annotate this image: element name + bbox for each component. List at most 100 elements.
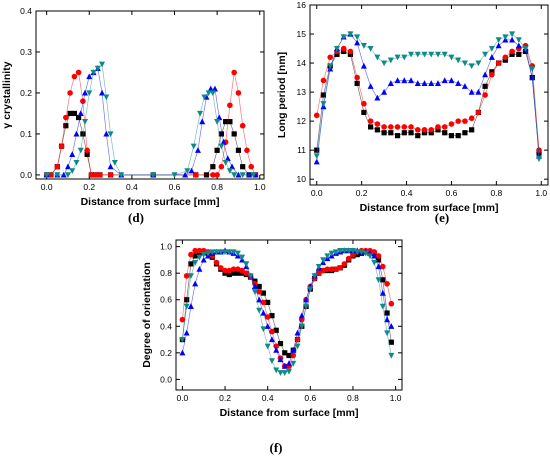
data-point <box>222 249 229 256</box>
data-point <box>282 350 288 356</box>
data-point <box>86 90 93 97</box>
data-point <box>347 48 354 55</box>
series-line-0 <box>182 251 392 356</box>
data-point <box>354 249 361 256</box>
data-point <box>281 370 288 376</box>
data-point <box>260 309 267 316</box>
data-point <box>311 273 318 280</box>
data-point <box>361 109 367 116</box>
x-tick-label: 0.8 <box>211 182 223 192</box>
data-point <box>214 172 220 178</box>
data-point <box>401 124 408 130</box>
data-point <box>239 122 246 129</box>
data-point <box>428 127 435 133</box>
data-point <box>240 164 246 170</box>
data-point <box>244 147 250 154</box>
data-point <box>231 69 237 76</box>
data-point <box>197 110 204 117</box>
data-point <box>99 89 106 96</box>
data-point <box>536 147 542 153</box>
series-line-3 <box>46 63 254 176</box>
data-point <box>273 367 280 374</box>
data-point <box>294 343 301 350</box>
data-point <box>475 109 482 116</box>
data-point <box>328 266 335 273</box>
data-point <box>387 57 394 64</box>
data-point <box>462 118 468 124</box>
data-point <box>235 147 242 153</box>
data-point <box>394 124 401 130</box>
data-point <box>286 368 292 375</box>
data-point <box>218 143 225 150</box>
data-point <box>414 80 421 86</box>
data-point <box>475 88 482 95</box>
data-point <box>67 110 73 117</box>
data-point <box>80 98 86 104</box>
data-point <box>441 124 448 130</box>
data-point <box>328 250 335 257</box>
data-point <box>248 163 255 170</box>
data-point <box>461 83 468 89</box>
x-tick-label: 0.8 <box>490 188 502 198</box>
data-point <box>384 310 390 316</box>
data-point <box>269 313 275 319</box>
data-point <box>381 124 387 130</box>
data-point <box>379 289 386 296</box>
data-point <box>243 270 250 276</box>
data-point <box>235 266 241 273</box>
data-point <box>196 254 203 261</box>
data-point <box>367 45 374 52</box>
data-point <box>192 259 199 266</box>
plot-frame <box>35 10 265 180</box>
x-axis-title: Distance from surface [mm] <box>360 202 499 214</box>
data-point <box>187 273 194 280</box>
data-point <box>73 160 80 166</box>
data-point <box>334 51 340 57</box>
data-point <box>43 172 50 179</box>
data-point <box>337 265 343 271</box>
y-tick-label: 0.4 <box>20 6 32 16</box>
y-tick-label: 0.6 <box>160 295 172 305</box>
data-point <box>374 94 381 101</box>
data-point <box>179 349 186 356</box>
data-point <box>260 290 267 296</box>
data-point <box>269 328 275 335</box>
x-tick-label: 0.4 <box>262 393 274 403</box>
data-point <box>183 329 190 336</box>
data-point <box>509 36 516 43</box>
data-point <box>482 83 488 89</box>
data-point <box>515 37 522 44</box>
data-point <box>192 247 198 254</box>
data-point <box>495 60 502 66</box>
data-point <box>408 51 415 58</box>
data-point <box>84 147 90 154</box>
data-point <box>415 133 421 139</box>
data-point <box>375 253 382 259</box>
data-point <box>71 73 78 80</box>
data-point <box>67 90 73 96</box>
data-point <box>63 123 69 129</box>
data-point <box>230 266 237 273</box>
data-point <box>205 90 212 97</box>
data-point <box>324 253 331 260</box>
data-point <box>268 336 275 343</box>
data-point <box>226 271 232 278</box>
y-tick-label: 0.0 <box>20 170 32 180</box>
y-axis-title: Degree of orientation <box>141 262 153 368</box>
data-point <box>286 360 292 367</box>
x-tick-label: 0.2 <box>219 393 231 403</box>
data-point <box>421 130 428 136</box>
data-point <box>199 118 206 125</box>
data-point <box>107 172 114 178</box>
y-tick-label: 14 <box>297 58 307 68</box>
data-point <box>345 255 352 262</box>
data-point <box>223 119 229 125</box>
data-point <box>277 340 284 347</box>
data-point <box>107 163 114 170</box>
series-line-2 <box>316 33 540 162</box>
caption-e: (e) <box>435 210 449 225</box>
data-point <box>354 34 361 41</box>
data-point <box>54 163 61 170</box>
data-point <box>99 61 106 68</box>
y-tick-label: 0.0 <box>160 374 172 384</box>
